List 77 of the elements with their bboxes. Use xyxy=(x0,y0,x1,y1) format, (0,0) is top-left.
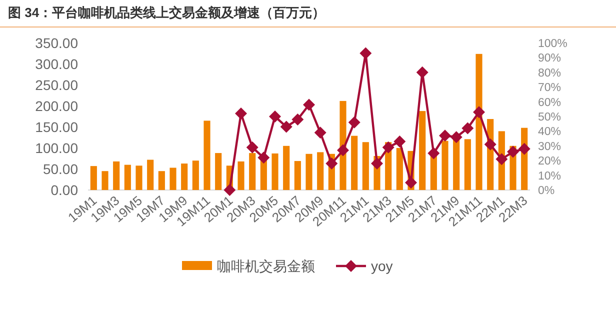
y2-tick-label: 70% xyxy=(538,82,562,94)
bar xyxy=(351,136,358,190)
y-tick-label: 300.00 xyxy=(35,56,78,72)
point xyxy=(348,116,360,128)
point xyxy=(394,135,406,148)
bar xyxy=(215,153,222,190)
point xyxy=(303,98,315,111)
point xyxy=(280,120,292,133)
y-tick-label: 150.00 xyxy=(35,119,78,135)
bar xyxy=(113,161,120,190)
y2-tick-label: 30% xyxy=(538,140,562,153)
y-tick-label: 250.00 xyxy=(35,77,78,93)
bar xyxy=(147,160,154,190)
bar xyxy=(396,148,403,190)
bar xyxy=(419,111,426,190)
point xyxy=(371,158,383,170)
point xyxy=(360,47,372,60)
point xyxy=(224,184,236,196)
bar xyxy=(476,54,482,190)
bar xyxy=(192,160,199,190)
bar xyxy=(283,146,290,190)
bar xyxy=(102,171,108,190)
bar xyxy=(362,142,369,190)
point xyxy=(462,122,474,134)
y2-tick-label: 40% xyxy=(538,126,562,138)
bar xyxy=(464,139,471,190)
y-tick-label: 100.00 xyxy=(35,140,78,156)
point xyxy=(450,131,462,144)
point xyxy=(496,153,508,166)
bar xyxy=(430,154,437,190)
legend-label: 咖啡机交易金额 xyxy=(217,258,315,274)
bar xyxy=(249,153,256,190)
y2-tick-label: 80% xyxy=(538,67,562,80)
point xyxy=(246,141,258,154)
point xyxy=(484,138,496,150)
bar xyxy=(136,166,142,190)
bar xyxy=(453,139,460,190)
point xyxy=(439,130,451,142)
point xyxy=(405,176,417,189)
y-tick-label: 200.00 xyxy=(35,98,78,114)
y2-tick-label: 10% xyxy=(538,170,562,182)
y2-tick-label: 0% xyxy=(538,185,555,197)
point xyxy=(314,126,326,139)
bar xyxy=(294,161,301,190)
point xyxy=(428,147,440,160)
bar xyxy=(238,161,244,190)
y2-tick-label: 60% xyxy=(538,96,562,109)
point xyxy=(382,141,394,154)
point xyxy=(326,158,338,170)
bar xyxy=(124,164,131,190)
y2-tick-label: 50% xyxy=(538,112,562,124)
point xyxy=(473,106,485,118)
point xyxy=(258,152,270,164)
point xyxy=(507,146,519,158)
y2-tick-label: 20% xyxy=(538,156,562,168)
y-tick-label: 350.00 xyxy=(35,35,78,51)
y-tick-label: 0.00 xyxy=(50,182,78,198)
point xyxy=(337,144,349,156)
point xyxy=(518,142,530,155)
y2-tick-label: 100% xyxy=(538,38,568,50)
point xyxy=(269,110,281,122)
legend-label: yoy xyxy=(371,258,393,274)
y2-tick-label: 90% xyxy=(538,52,562,65)
point xyxy=(292,113,304,126)
bar xyxy=(272,153,278,190)
bar xyxy=(442,140,448,190)
bar xyxy=(158,171,165,190)
bar xyxy=(181,164,188,190)
bar xyxy=(204,120,210,190)
bar xyxy=(306,154,312,190)
bar xyxy=(317,152,324,190)
point xyxy=(416,66,428,78)
title: 图 34：平台咖啡机品类线上交易金额及增速（百万元） xyxy=(8,5,326,20)
y-tick-label: 50.00 xyxy=(42,161,78,177)
bar xyxy=(170,168,176,190)
bar xyxy=(90,166,97,190)
point xyxy=(235,108,247,120)
